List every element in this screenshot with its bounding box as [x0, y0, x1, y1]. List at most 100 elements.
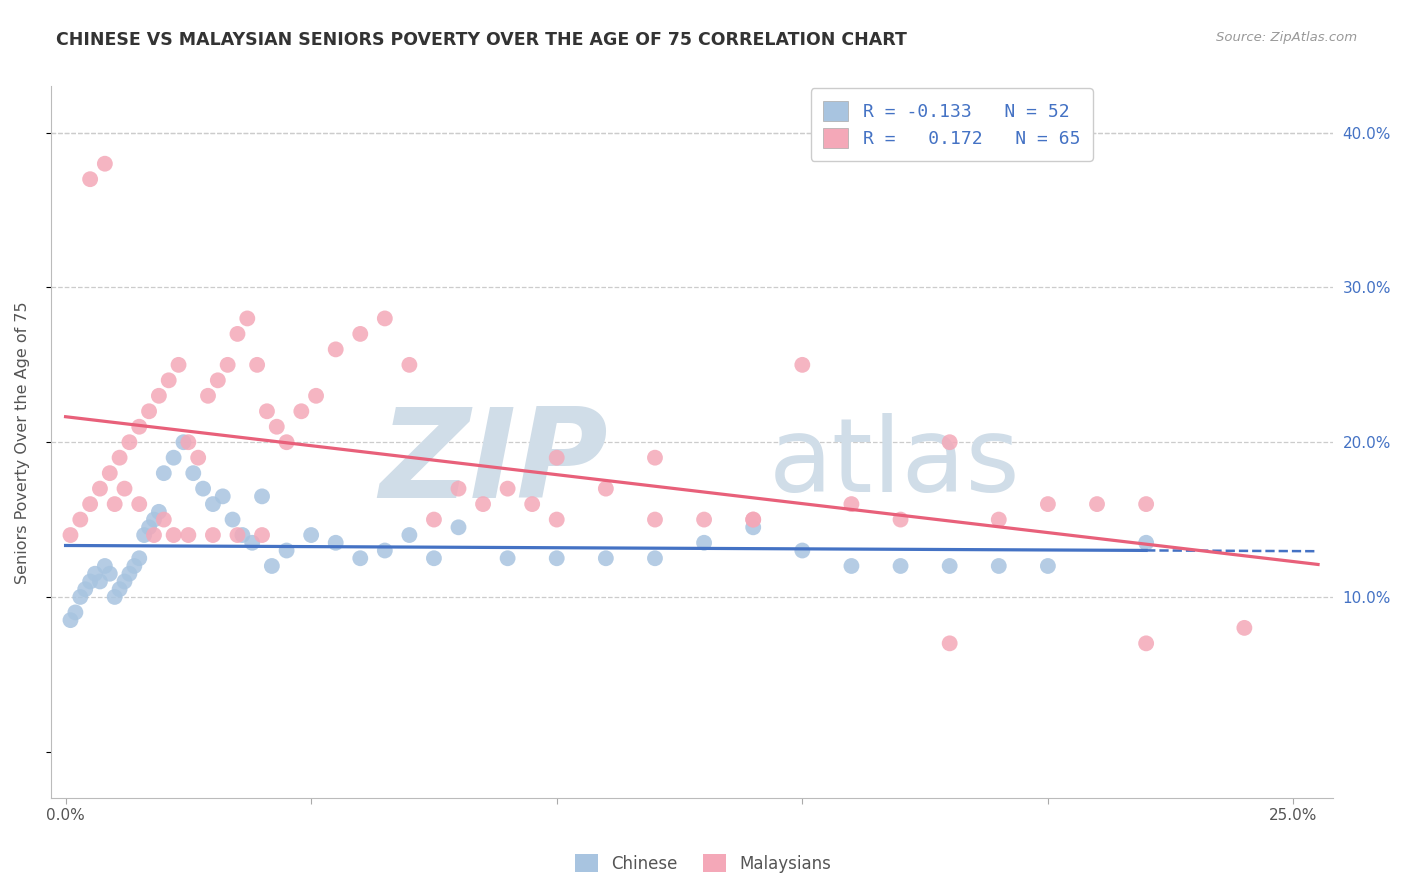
Point [1135, 636, 1157, 650]
Point [162, 528, 184, 542]
Point [143, 528, 166, 542]
Point [447, 520, 470, 534]
Point [118, 435, 141, 450]
Point [177, 528, 200, 542]
Point [75, 582, 97, 597]
Point [938, 559, 960, 574]
Point [276, 543, 298, 558]
Point [742, 520, 765, 534]
Point [201, 497, 224, 511]
Point [250, 489, 273, 503]
Point [644, 512, 666, 526]
Point [114, 574, 136, 589]
Point [1135, 535, 1157, 549]
Point [472, 497, 495, 511]
Point [423, 512, 446, 526]
Point [79, 497, 101, 511]
Point [134, 528, 156, 542]
Point [987, 559, 1010, 574]
Text: atlas: atlas [769, 413, 1021, 514]
Legend: Chinese, Malaysians: Chinese, Malaysians [568, 847, 838, 880]
Point [398, 528, 420, 542]
Point [236, 311, 259, 326]
Point [890, 559, 912, 574]
Point [644, 551, 666, 566]
Point [1135, 497, 1157, 511]
Point [1036, 559, 1059, 574]
Point [546, 512, 568, 526]
Point [792, 543, 814, 558]
Point [231, 528, 253, 542]
Point [349, 326, 371, 341]
Point [987, 512, 1010, 526]
Point [250, 528, 273, 542]
Point [128, 497, 150, 511]
Point [114, 482, 136, 496]
Point [644, 450, 666, 465]
Point [299, 528, 322, 542]
Point [187, 450, 209, 465]
Point [266, 419, 288, 434]
Point [94, 157, 117, 171]
Point [226, 326, 249, 341]
Point [246, 358, 269, 372]
Point [128, 419, 150, 434]
Point [217, 358, 239, 372]
Point [546, 551, 568, 566]
Point [89, 482, 111, 496]
Point [221, 512, 243, 526]
Point [374, 311, 396, 326]
Point [128, 551, 150, 566]
Text: ZIP: ZIP [380, 403, 609, 524]
Point [260, 559, 283, 574]
Point [595, 551, 617, 566]
Point [191, 482, 214, 496]
Point [1233, 621, 1256, 635]
Point [938, 435, 960, 450]
Point [108, 582, 131, 597]
Point [65, 606, 87, 620]
Point [546, 450, 568, 465]
Point [841, 559, 863, 574]
Point [890, 512, 912, 526]
Point [325, 343, 347, 357]
Point [157, 373, 180, 387]
Y-axis label: Seniors Poverty Over the Age of 75: Seniors Poverty Over the Age of 75 [15, 301, 30, 583]
Point [153, 466, 176, 480]
Point [124, 559, 146, 574]
Point [256, 404, 278, 418]
Point [98, 566, 121, 581]
Point [290, 404, 312, 418]
Point [148, 505, 170, 519]
Point [177, 435, 200, 450]
Point [197, 389, 219, 403]
Point [108, 450, 131, 465]
Point [79, 574, 101, 589]
Point [496, 482, 519, 496]
Point [595, 482, 617, 496]
Point [69, 512, 91, 526]
Point [742, 512, 765, 526]
Point [742, 512, 765, 526]
Point [240, 535, 263, 549]
Point [181, 466, 204, 480]
Point [59, 528, 82, 542]
Point [226, 528, 249, 542]
Point [167, 358, 190, 372]
Point [938, 636, 960, 650]
Point [138, 404, 160, 418]
Point [69, 590, 91, 604]
Point [496, 551, 519, 566]
Text: CHINESE VS MALAYSIAN SENIORS POVERTY OVER THE AGE OF 75 CORRELATION CHART: CHINESE VS MALAYSIAN SENIORS POVERTY OVE… [56, 31, 907, 49]
Point [104, 590, 127, 604]
Point [89, 574, 111, 589]
Point [153, 512, 176, 526]
Point [325, 535, 347, 549]
Point [94, 559, 117, 574]
Point [201, 528, 224, 542]
Point [84, 566, 107, 581]
Text: Source: ZipAtlas.com: Source: ZipAtlas.com [1216, 31, 1357, 45]
Point [447, 482, 470, 496]
Point [792, 358, 814, 372]
Point [148, 389, 170, 403]
